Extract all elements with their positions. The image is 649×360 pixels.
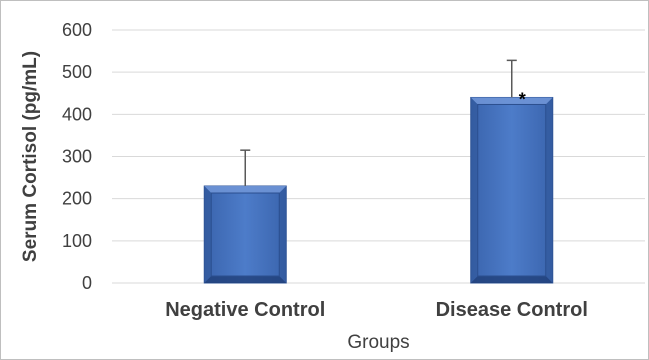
bar-bevel-right bbox=[279, 186, 287, 283]
bar-bevel-right bbox=[545, 97, 553, 283]
x-category-label: Disease Control bbox=[436, 299, 588, 321]
bar-bevel-left bbox=[470, 97, 478, 283]
y-tick-label: 500 bbox=[62, 62, 92, 82]
bar bbox=[470, 96, 554, 284]
bars bbox=[203, 96, 554, 284]
bar-inner-edge bbox=[477, 103, 547, 277]
y-tick-label: 400 bbox=[62, 104, 92, 124]
bar-bevel-top bbox=[470, 97, 553, 105]
bar-bevel-bottom bbox=[204, 276, 287, 283]
y-tick-labels: 0 100 200 300 400 500 600 bbox=[62, 20, 92, 293]
y-tick-label: 600 bbox=[62, 20, 92, 40]
significance-marker: * bbox=[519, 89, 526, 109]
bar-body bbox=[203, 185, 287, 284]
gridlines bbox=[112, 29, 645, 284]
y-tick-label: 200 bbox=[62, 189, 92, 209]
category-labels: Negative Control Disease Control bbox=[165, 299, 588, 321]
y-tick-label: 100 bbox=[62, 231, 92, 251]
bar-inner-edge bbox=[210, 192, 280, 277]
y-tick-label: 300 bbox=[62, 147, 92, 167]
y-tick-label: 0 bbox=[82, 273, 92, 293]
y-axis-title: Serum Cortisol (pg/mL) bbox=[20, 51, 41, 262]
x-axis-title: Groups bbox=[347, 332, 409, 353]
bar bbox=[203, 185, 287, 284]
bar-bevel-left bbox=[204, 186, 212, 283]
bar-body bbox=[470, 96, 554, 284]
bar-bevel-top bbox=[204, 186, 287, 194]
bar-bevel-bottom bbox=[470, 276, 553, 283]
x-category-label: Negative Control bbox=[165, 299, 325, 321]
error-bars: * bbox=[240, 59, 526, 187]
